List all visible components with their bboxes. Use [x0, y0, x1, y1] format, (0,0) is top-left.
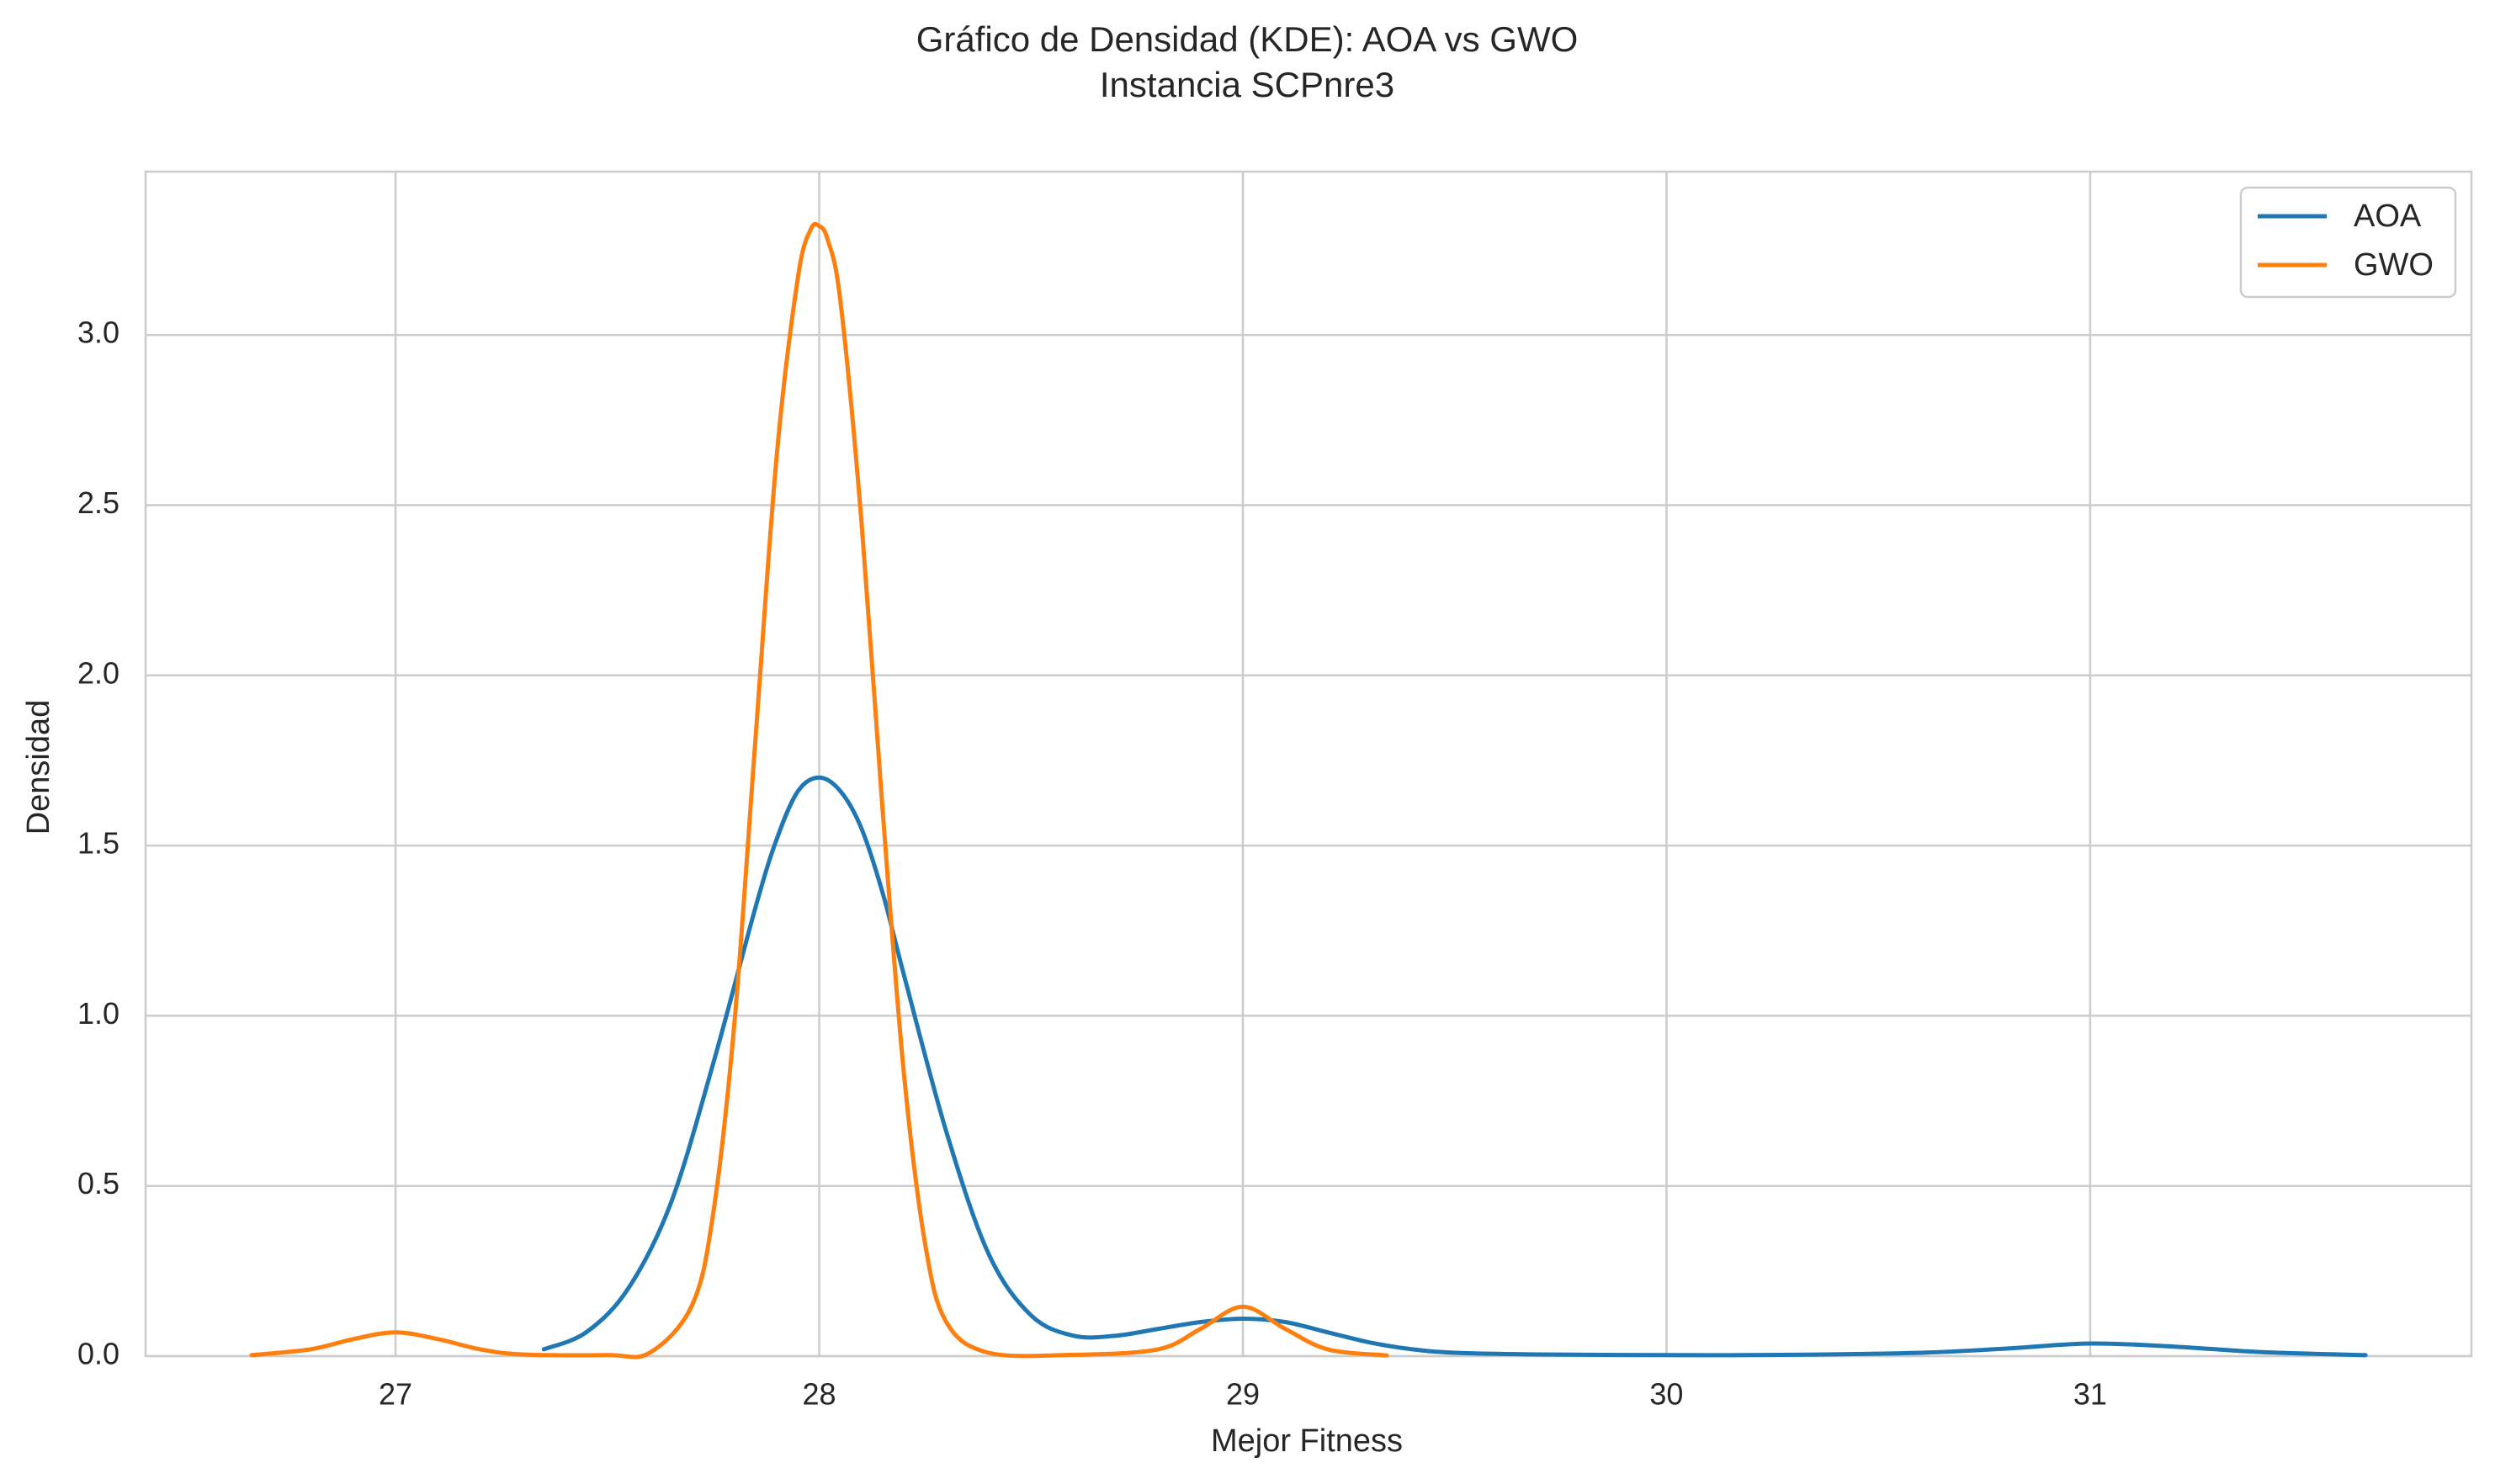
series-line-aoa — [541, 775, 2368, 1358]
y-tick-label: 0.0 — [77, 1337, 119, 1371]
x-tick-label: 30 — [1649, 1377, 1683, 1412]
y-tick-label: 2.5 — [77, 485, 119, 520]
series-lines — [249, 221, 2368, 1359]
x-tick-label: 31 — [2073, 1377, 2107, 1412]
legend-label-aoa: AOA — [2354, 199, 2422, 234]
y-tick-label: 1.0 — [77, 996, 119, 1031]
axis-tick-labels: 27 28 29 30 31 0.0 0.5 1.0 1.5 2.0 2.5 3.0 — [77, 315, 2107, 1412]
x-tick-label: 27 — [379, 1377, 412, 1412]
legend: AOA GWO — [2239, 186, 2457, 299]
y-tick-label: 0.5 — [77, 1166, 119, 1200]
y-tick-label: 3.0 — [77, 315, 119, 350]
y-tick-label: 1.5 — [77, 826, 119, 861]
y-tick-label: 2.0 — [77, 655, 119, 690]
y-axis-label: Densidad — [21, 700, 56, 835]
legend-label-gwo: GWO — [2354, 247, 2434, 283]
series-line-gwo — [249, 221, 1389, 1359]
x-axis-label: Mejor Fitness — [1211, 1423, 1403, 1459]
x-tick-label: 29 — [1226, 1377, 1260, 1412]
x-tick-label: 28 — [802, 1377, 836, 1412]
chart-title: Gráfico de Densidad (KDE): AOA vs GWO — [916, 19, 1579, 59]
plot-area-frame — [144, 170, 2473, 1358]
chart-subtitle: Instancia SCPnre3 — [1100, 65, 1394, 104]
